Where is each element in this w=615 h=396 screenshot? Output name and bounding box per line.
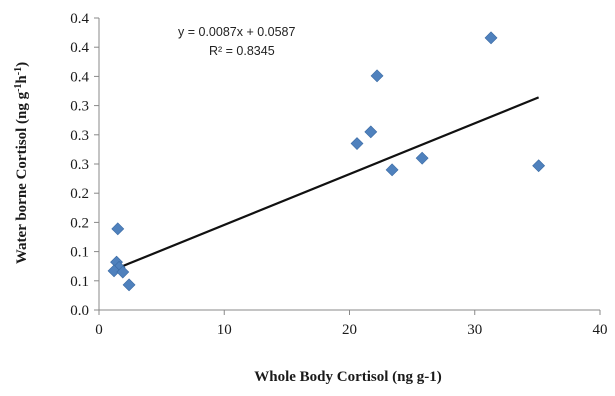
y-axis-title-end: ) bbox=[14, 62, 30, 67]
y-tick-label: 0.2 bbox=[70, 186, 89, 202]
y-axis-title-sup2: -1 bbox=[13, 67, 24, 75]
y-tick-label: 0.4 bbox=[70, 40, 89, 56]
y-tick-label: 0.0 bbox=[70, 303, 89, 319]
x-tick-label: 30 bbox=[467, 322, 482, 338]
y-axis-title-main: Water borne Cortisol (ng g bbox=[14, 91, 30, 264]
y-axis-title-sup: -1 bbox=[13, 84, 24, 92]
data-point bbox=[370, 69, 384, 83]
data-point bbox=[107, 264, 121, 278]
data-point bbox=[350, 137, 364, 150]
trendline-equation: y = 0.0087x + 0.0587 bbox=[178, 25, 296, 39]
data-point bbox=[532, 159, 546, 173]
y-tick-label: 0.4 bbox=[70, 11, 89, 27]
y-tick-label: 0.2 bbox=[70, 215, 89, 231]
y-axis-title: Water borne Cortisol (ng g-1h-1) bbox=[13, 62, 30, 264]
data-point bbox=[122, 278, 136, 292]
trendline bbox=[113, 96, 540, 271]
data-point bbox=[116, 265, 130, 279]
y-tick-label: 0.4 bbox=[70, 69, 89, 85]
y-tick-label: 0.1 bbox=[70, 274, 89, 290]
y-tick-label: 0.1 bbox=[70, 245, 89, 261]
y-tick-label: 0.3 bbox=[70, 128, 89, 144]
x-tick-label: 40 bbox=[593, 322, 608, 338]
x-tick-label: 20 bbox=[342, 322, 357, 338]
x-axis-title: Whole Body Cortisol (ng g-1) bbox=[254, 369, 442, 385]
plot-area bbox=[98, 18, 600, 311]
data-point bbox=[385, 163, 399, 177]
r-squared-label: R² = 0.8345 bbox=[209, 44, 275, 58]
data-point bbox=[484, 31, 498, 45]
y-axis-ticks: 0.0 0.1 0.1 0.2 0.2 0.3 0.3 0.3 0.4 0.4 0.4 bbox=[70, 11, 99, 319]
y-tick-label: 0.3 bbox=[70, 99, 89, 115]
x-tick-label: 0 bbox=[95, 322, 103, 338]
data-point bbox=[111, 222, 125, 236]
y-axis-title-h: h bbox=[14, 75, 30, 84]
x-axis-ticks: 0 10 20 30 40 bbox=[95, 310, 608, 338]
y-tick-label: 0.3 bbox=[70, 157, 89, 173]
data-points bbox=[107, 31, 546, 292]
data-point bbox=[364, 125, 378, 139]
data-point bbox=[415, 151, 429, 165]
x-tick-label: 10 bbox=[217, 322, 232, 338]
